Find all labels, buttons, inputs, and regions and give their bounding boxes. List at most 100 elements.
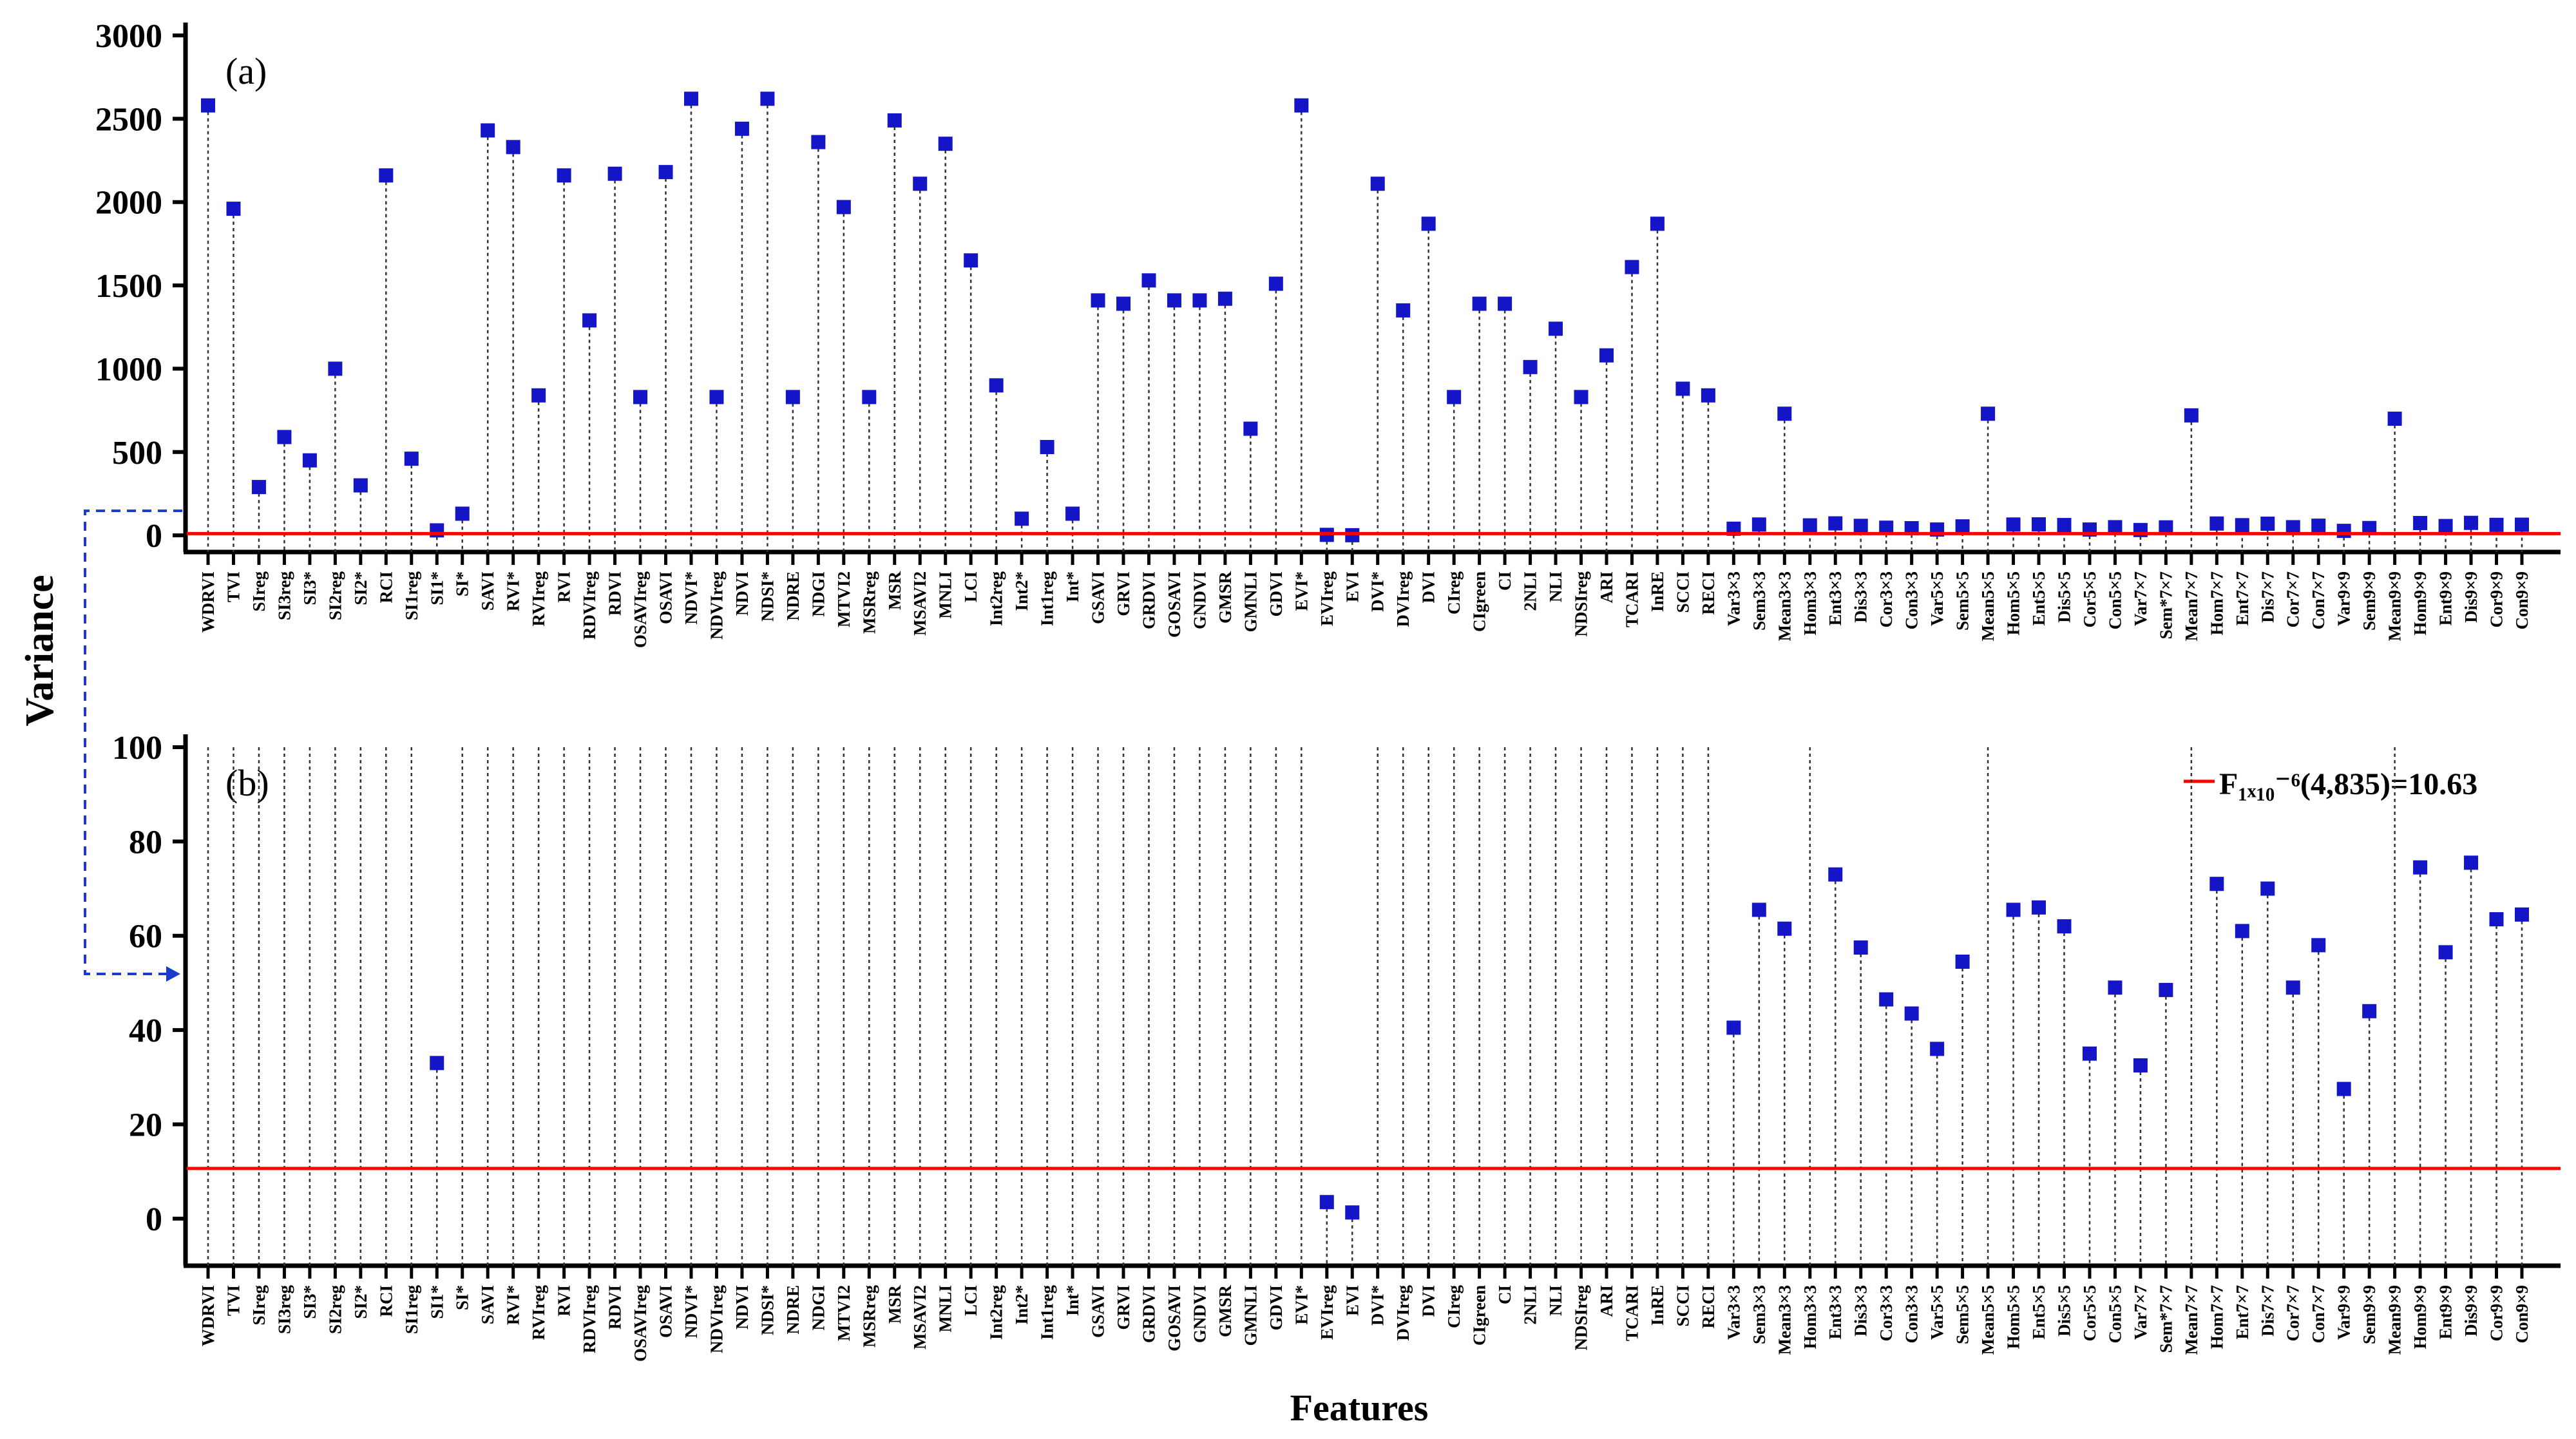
x-tick-label-b: WDRVI [198, 1285, 218, 1346]
data-point-a [1650, 216, 1665, 231]
x-tick-label-a: NDRE [783, 571, 803, 621]
x-tick-label-a: Ent5×5 [2029, 571, 2048, 625]
data-point-a [2235, 518, 2249, 533]
data-point-b [2108, 980, 2123, 995]
y-tick-label-a: 0 [146, 518, 162, 555]
x-tick-label-a: RDVIreg [580, 571, 599, 640]
x-tick-label-b: Ent3×3 [1826, 1285, 1845, 1339]
x-tick-label-a: MTVI2 [834, 571, 854, 627]
panel-a-label: (a) [225, 50, 267, 92]
data-point-a [1141, 273, 1156, 288]
x-tick-label-a: GNDVI [1190, 571, 1209, 629]
x-tick-label-a: SI1reg [402, 571, 421, 621]
x-tick-label-b: LCI [961, 1285, 980, 1316]
data-point-a [2438, 519, 2453, 533]
data-point-a [1217, 291, 1232, 306]
y-tick-label-b: 20 [129, 1107, 162, 1143]
x-tick-label-a: Mean9×9 [2385, 571, 2405, 641]
x-tick-label-b: SAVI [478, 1285, 497, 1324]
data-point-b [2082, 1046, 2097, 1061]
data-point-a [1879, 520, 1894, 535]
x-tick-label-a: RVIreg [529, 571, 548, 627]
y-tick-label-a: 1500 [95, 268, 162, 305]
data-point-a [887, 113, 902, 128]
data-point-a [938, 137, 953, 151]
data-point-a [811, 135, 826, 149]
data-point-a [1015, 511, 1029, 526]
x-tick-label-b: SI3reg [274, 1285, 294, 1335]
x-tick-label-a: Cor7×7 [2284, 571, 2303, 627]
x-tick-label-b: Hom3×3 [1800, 1285, 1820, 1349]
x-tick-label-b: EVI* [1292, 1285, 1311, 1325]
x-tick-label-a: Con5×5 [2105, 571, 2124, 629]
data-point-b [1930, 1042, 1945, 1056]
data-point-b [1853, 940, 1868, 955]
x-tick-label-b: TCARI [1622, 1285, 1641, 1341]
data-point-a [1294, 98, 1309, 113]
x-tick-label-b: Con9×9 [2512, 1285, 2532, 1343]
data-point-a [1904, 521, 1919, 536]
x-tick-label-a: NDVIreg [707, 571, 726, 640]
data-point-a [226, 202, 241, 216]
x-tick-label-a: GOSAVI [1165, 571, 1184, 638]
data-point-a [328, 361, 343, 376]
x-tick-label-a: Hom5×5 [2004, 571, 2023, 635]
data-point-b [430, 1056, 444, 1071]
x-tick-label-b: Hom9×9 [2410, 1285, 2430, 1349]
data-point-a [1981, 406, 1996, 421]
data-point-a [557, 168, 571, 183]
data-point-b [1777, 921, 1792, 936]
x-tick-label-b: NDSIreg [1572, 1285, 1591, 1351]
x-tick-label-b: RCI [376, 1285, 396, 1317]
x-tick-label-a: Ent3×3 [1826, 571, 1845, 625]
data-point-a [1549, 321, 1563, 336]
y-tick-label-a: 1000 [95, 351, 162, 388]
x-tick-label-b: NDVI* [682, 1285, 701, 1339]
x-tick-label-a: Var9×9 [2334, 571, 2354, 626]
x-tick-label-a: InRE [1648, 571, 1667, 612]
data-point-b [1879, 992, 1894, 1007]
data-point-a [836, 200, 851, 214]
data-point-a [1472, 296, 1487, 311]
panel-b: (b) F₁ₓ₁₀⁻⁶(4,835)=10.63 0 20 40 60 80 100 WDR… [112, 730, 2561, 1362]
x-tick-label-b: Mean5×5 [1978, 1285, 1998, 1355]
x-tick-label-b: Mean7×7 [2182, 1285, 2201, 1355]
x-tick-label-b: Var7×7 [2131, 1285, 2150, 1340]
data-point-a [430, 523, 444, 538]
data-point-b [1726, 1020, 1741, 1035]
x-tick-label-b: Dis5×5 [2054, 1285, 2074, 1337]
x-tick-label-b: CIgreen [1470, 1285, 1489, 1346]
data-point-a [1828, 516, 1843, 531]
x-tick-label-b: SI1* [427, 1285, 446, 1319]
x-tick-label-a: Var7×7 [2131, 571, 2150, 626]
x-tick-label-b: SCCI [1673, 1285, 1692, 1327]
data-point-a [404, 452, 419, 466]
data-point-b [2260, 881, 2275, 896]
data-point-a [2336, 524, 2351, 538]
x-tick-label-b: Cor5×5 [2080, 1285, 2099, 1341]
x-tick-label-a: GMSR [1216, 571, 1235, 624]
x-tick-label-b: EVI [1342, 1285, 1362, 1316]
data-point-a [658, 165, 673, 180]
data-point-a [353, 478, 368, 493]
x-tick-label-b: Con7×7 [2309, 1285, 2328, 1343]
data-point-b [1955, 954, 1970, 969]
x-tick-label-a: EVI* [1292, 571, 1311, 611]
x-tick-label-a: SCCI [1673, 571, 1692, 613]
data-point-a [913, 176, 928, 191]
x-tick-label-a: DVIreg [1393, 571, 1413, 627]
x-tick-label-b: Sem3×3 [1750, 1285, 1769, 1344]
data-point-a [709, 390, 724, 405]
data-point-b [2133, 1058, 2148, 1072]
x-tick-label-a: GDVI [1266, 571, 1286, 617]
x-tick-label-a: Int* [1063, 571, 1082, 602]
data-point-a [2489, 517, 2504, 532]
x-tick-label-b: GMNLI [1241, 1285, 1260, 1346]
x-tick-label-a: LCI [961, 571, 980, 602]
x-tick-label-b: RDVI [606, 1285, 625, 1329]
x-tick-label-a: SI2* [351, 571, 370, 605]
x-tick-label-a: OSAVI [656, 571, 676, 624]
x-tick-label-b: Dis3×3 [1851, 1285, 1871, 1337]
x-tick-label-a: NLI [1546, 571, 1565, 602]
data-point-a [2057, 518, 2072, 533]
